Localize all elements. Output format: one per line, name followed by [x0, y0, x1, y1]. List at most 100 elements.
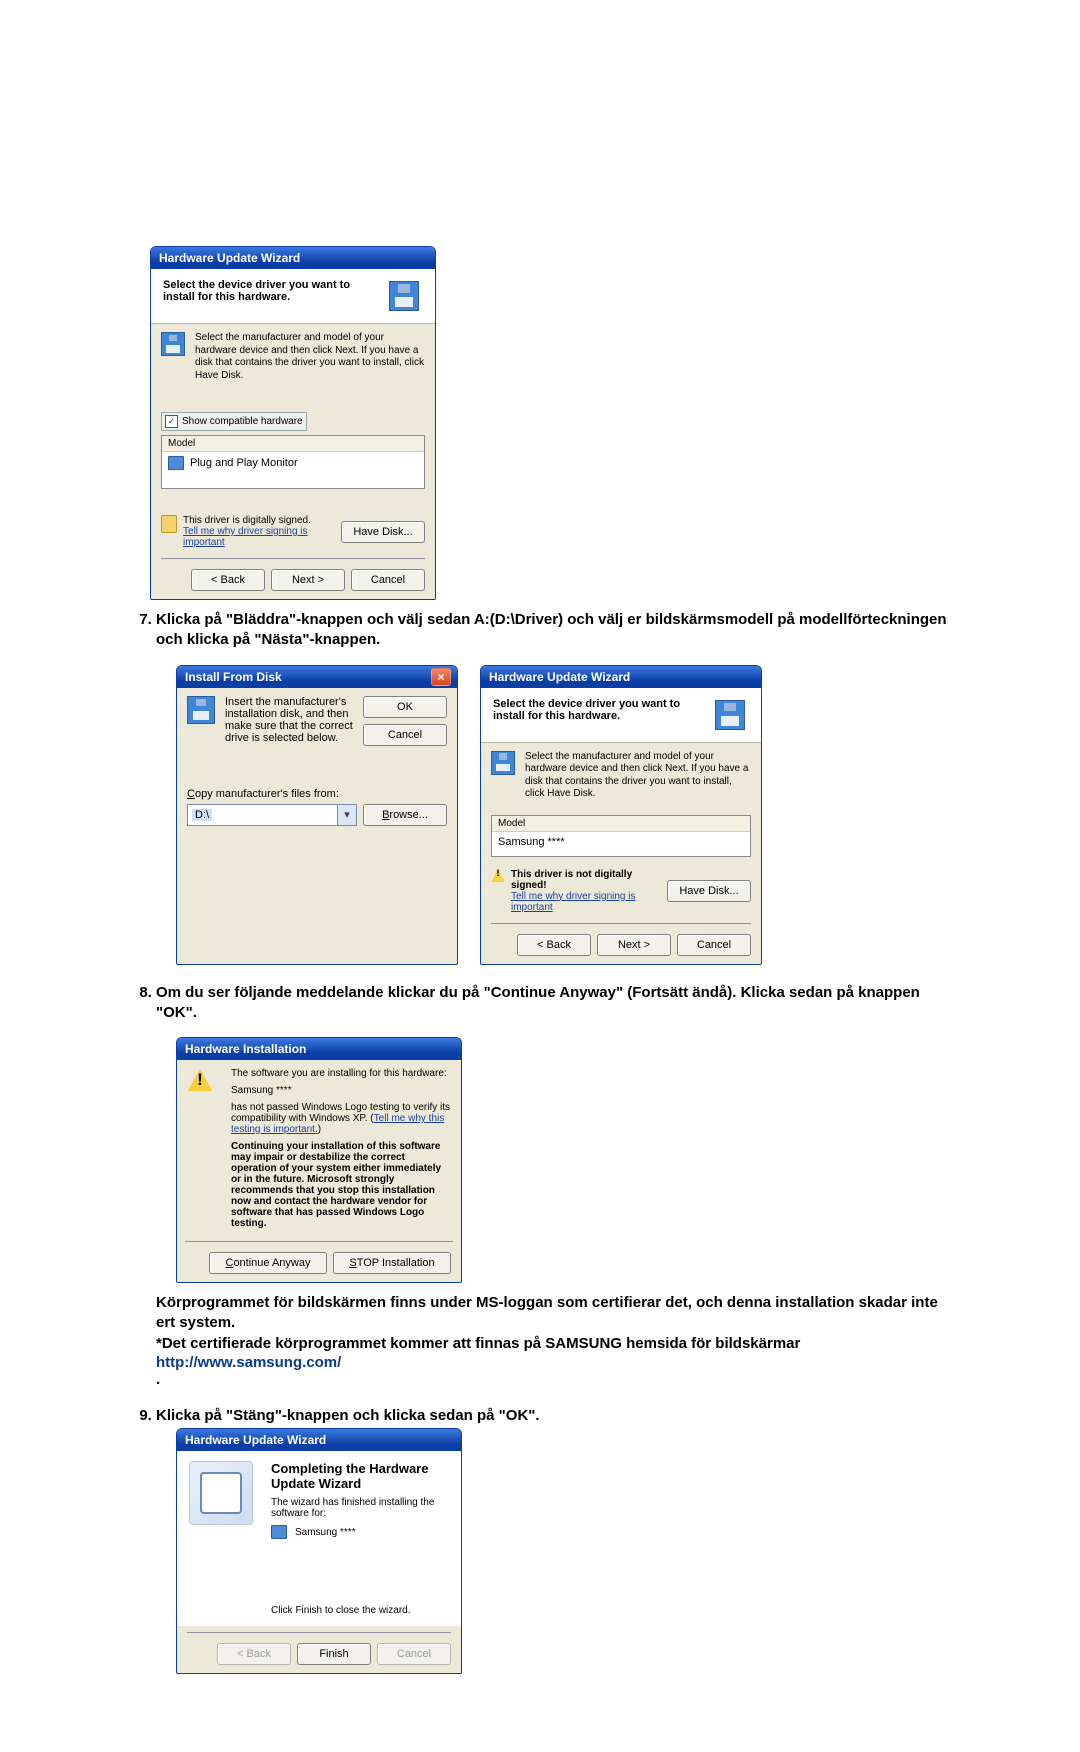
checkbox-label: Show compatible hardware: [182, 416, 303, 427]
stop-installation-button[interactable]: STOP Installation: [333, 1252, 451, 1274]
why-signing-link[interactable]: Tell me why driver signing is important: [183, 526, 331, 548]
chevron-down-icon[interactable]: ▾: [337, 805, 356, 825]
button-bar: < Back Finish Cancel: [177, 1626, 461, 1673]
step-9-text: Klicka på "Stäng"-knappen och klicka sed…: [156, 1406, 950, 1426]
titlebar: Hardware Update Wizard: [481, 666, 761, 688]
info-text: Select the manufacturer and model of you…: [525, 751, 751, 801]
dialog-body: The software you are installing for this…: [177, 1060, 461, 1282]
dlg-hardware-installation: Hardware Installation The software you a…: [176, 1037, 462, 1283]
path-value: D:\: [192, 809, 212, 821]
step-9: Klicka på "Stäng"-knappen och klicka sed…: [156, 1406, 950, 1674]
step-7: Klicka på "Bläddra"-knappen och välj sed…: [156, 610, 950, 965]
wizard-body: Select the manufacturer and model of you…: [151, 324, 435, 599]
dlg-hardware-update-wizard-1: Hardware Update Wizard Select the device…: [150, 246, 436, 600]
cancel-button[interactable]: Cancel: [677, 934, 751, 956]
signing-row: This driver is not digitally signed! Tel…: [491, 869, 751, 913]
wizard-header-text: Select the device driver you want to ins…: [493, 698, 703, 722]
instruction-text: Insert the manufacturer's installation d…: [225, 696, 353, 746]
dlg-hardware-update-wizard-2: Hardware Update Wizard Select the device…: [480, 665, 762, 965]
screenshot-row-3: Hardware Update Wizard Completing the Ha…: [176, 1428, 950, 1674]
path-select[interactable]: D:\ ▾: [187, 804, 357, 826]
monitor-icon: [271, 1525, 287, 1539]
show-compatible-checkbox[interactable]: ✓ Show compatible hardware: [161, 412, 307, 431]
checkbox-box: ✓: [165, 415, 178, 428]
cert-icon: [161, 515, 177, 533]
titlebar: Hardware Update Wizard: [151, 247, 435, 269]
instruction-list: Klicka på "Bläddra"-knappen och välj sed…: [130, 610, 950, 1674]
model-list[interactable]: Model Samsung ****: [491, 815, 751, 857]
screenshot-row-1: Install From Disk × Insert the manufactu…: [176, 665, 950, 965]
why-signing-link[interactable]: Tell me why driver signing is important: [511, 891, 657, 913]
dlg-completing-wizard: Hardware Update Wizard Completing the Ha…: [176, 1428, 462, 1674]
title: Install From Disk: [185, 670, 282, 684]
signed-text: This driver is digitally signed.: [183, 515, 331, 526]
step-7-text: Klicka på "Bläddra"-knappen och välj sed…: [156, 610, 950, 651]
warning-icon: [187, 1068, 213, 1092]
list-item-label: Plug and Play Monitor: [190, 457, 298, 469]
continue-anyway-button[interactable]: Continue Anyway: [209, 1252, 327, 1274]
browse-button[interactable]: Browse...: [363, 804, 447, 826]
completing-heading: Completing the Hardware Update Wizard: [271, 1461, 449, 1491]
dialog-body: Insert the manufacturer's installation d…: [177, 688, 457, 834]
device-name: Samsung ****: [231, 1085, 451, 1096]
title: Hardware Update Wizard: [159, 251, 300, 265]
completing-msg: The wizard has finished installing the s…: [271, 1497, 449, 1519]
cancel-button: Cancel: [377, 1643, 451, 1665]
wizard-header-text: Select the device driver you want to ins…: [163, 279, 373, 303]
list-header: Model: [162, 436, 424, 452]
floppy-icon: [161, 332, 185, 356]
step-8-text: Om du ser följande meddelande klickar du…: [156, 983, 950, 1024]
floppy-icon: [385, 279, 423, 313]
list-item[interactable]: Plug and Play Monitor: [162, 452, 424, 474]
unsigned-text: This driver is not digitally signed!: [511, 869, 657, 891]
wizard-header: Select the device driver you want to ins…: [151, 269, 435, 324]
wizard-content: Completing the Hardware Update Wizard Th…: [177, 1451, 461, 1626]
titlebar: Hardware Installation: [177, 1038, 461, 1060]
titlebar: Install From Disk ×: [177, 666, 457, 688]
monitor-icon: [168, 456, 184, 470]
info-text: Select the manufacturer and model of you…: [195, 332, 425, 382]
floppy-icon: [491, 751, 515, 775]
warning-icon: [491, 869, 505, 883]
wizard-art-icon: [189, 1461, 253, 1525]
floppy-icon: [711, 698, 749, 732]
logo-line2: has not passed Windows Logo testing to v…: [231, 1102, 451, 1135]
finish-button[interactable]: Finish: [297, 1643, 371, 1665]
back-button[interactable]: < Back: [191, 569, 265, 591]
ok-button[interactable]: OK: [363, 696, 447, 718]
cancel-button[interactable]: Cancel: [351, 569, 425, 591]
trailing-dot: .: [156, 1371, 950, 1388]
have-disk-button[interactable]: Have Disk...: [667, 880, 751, 902]
step-8: Om du ser följande meddelande klickar du…: [156, 983, 950, 1388]
model-list[interactable]: Model Plug and Play Monitor: [161, 435, 425, 489]
wizard-body: Select the manufacturer and model of you…: [481, 743, 761, 964]
back-button[interactable]: < Back: [517, 934, 591, 956]
samsung-link[interactable]: http://www.samsung.com/: [156, 1354, 341, 1371]
logo-warning: Continuing your installation of this sof…: [231, 1141, 451, 1229]
wizard-header: Select the device driver you want to ins…: [481, 688, 761, 743]
next-button[interactable]: Next >: [597, 934, 671, 956]
step-8-note-2: *Det certifierade körprogrammet kommer a…: [156, 1334, 950, 1354]
list-header: Model: [492, 816, 750, 832]
title: Hardware Installation: [185, 1042, 306, 1056]
logo-line1: The software you are installing for this…: [231, 1068, 451, 1079]
dlg-install-from-disk: Install From Disk × Insert the manufactu…: [176, 665, 458, 965]
list-item-label: Samsung ****: [498, 836, 565, 848]
close-icon[interactable]: ×: [431, 668, 451, 686]
back-button: < Back: [217, 1643, 291, 1665]
screenshot-row-0: Hardware Update Wizard Select the device…: [150, 246, 950, 600]
document-page: Hardware Update Wizard Select the device…: [0, 0, 1080, 1752]
info-row: Select the manufacturer and model of you…: [161, 332, 425, 382]
title: Hardware Update Wizard: [185, 1433, 326, 1447]
next-button[interactable]: Next >: [271, 569, 345, 591]
info-row: Select the manufacturer and model of you…: [491, 751, 751, 801]
cancel-button[interactable]: Cancel: [363, 724, 447, 746]
titlebar: Hardware Update Wizard: [177, 1429, 461, 1451]
signing-row: This driver is digitally signed. Tell me…: [161, 515, 425, 548]
have-disk-button[interactable]: Have Disk...: [341, 521, 425, 543]
list-item[interactable]: Samsung ****: [492, 832, 750, 852]
title: Hardware Update Wizard: [489, 670, 630, 684]
screenshot-row-2: Hardware Installation The software you a…: [176, 1037, 950, 1283]
copy-from-label: Copy manufacturer's files from:: [187, 788, 447, 800]
close-hint: Click Finish to close the wizard.: [271, 1605, 449, 1616]
